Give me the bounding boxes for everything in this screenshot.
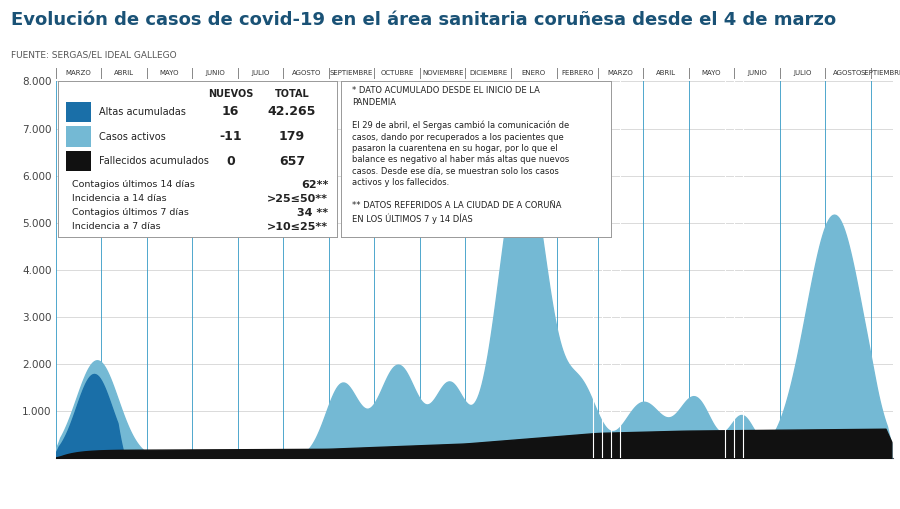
Text: -11: -11	[220, 130, 242, 143]
Text: ENERO: ENERO	[522, 70, 545, 76]
Text: JUNIO: JUNIO	[747, 70, 767, 76]
Text: NOVIEMBRE: NOVIEMBRE	[422, 70, 464, 76]
Text: 16: 16	[222, 105, 239, 118]
Text: ABRIL: ABRIL	[656, 70, 676, 76]
Text: 34 **: 34 **	[297, 208, 328, 218]
Text: SEPTIEMBRE: SEPTIEMBRE	[860, 70, 900, 76]
Bar	[66, 126, 91, 147]
Text: MARZO: MARZO	[608, 70, 634, 76]
Text: 62**: 62**	[301, 180, 328, 190]
Text: AGOSTO: AGOSTO	[292, 70, 321, 76]
Text: FEBRERO: FEBRERO	[561, 70, 593, 76]
Text: 0: 0	[226, 155, 235, 168]
Text: Evolución de casos de covid-19 en el área sanitaria coruñesa desde el 4 de marzo: Evolución de casos de covid-19 en el áre…	[11, 11, 836, 29]
Text: Fallecidos acumulados: Fallecidos acumulados	[99, 156, 210, 166]
Text: TOTAL: TOTAL	[274, 89, 310, 99]
Text: NUEVOS: NUEVOS	[208, 89, 253, 99]
Text: * DATO ACUMULADO DESDE EL INICIO DE LA
PANDEMIA

El 29 de abril, el Sergas cambi: * DATO ACUMULADO DESDE EL INICIO DE LA P…	[352, 86, 569, 224]
Text: Casos activos: Casos activos	[99, 131, 166, 142]
Text: >10≤25**: >10≤25**	[267, 221, 328, 232]
Text: Incidencia a 7 días: Incidencia a 7 días	[72, 222, 160, 231]
Text: DICIEMBRE: DICIEMBRE	[469, 70, 508, 76]
Bar	[66, 151, 91, 172]
Text: MARZO: MARZO	[66, 70, 92, 76]
Text: Altas acumuladas: Altas acumuladas	[99, 107, 186, 117]
Text: MAYO: MAYO	[702, 70, 721, 76]
Text: 179: 179	[279, 130, 305, 143]
Text: FUENTE: SERGAS/EL IDEAL GALLEGO: FUENTE: SERGAS/EL IDEAL GALLEGO	[11, 51, 176, 60]
Text: OCTUBRE: OCTUBRE	[381, 70, 414, 76]
Text: 657: 657	[279, 155, 305, 168]
Text: 42.265: 42.265	[268, 105, 316, 118]
Text: JUNIO: JUNIO	[205, 70, 225, 76]
Text: JULIO: JULIO	[793, 70, 812, 76]
Text: JULIO: JULIO	[251, 70, 270, 76]
Text: Contagios últimos 14 días: Contagios últimos 14 días	[72, 180, 194, 189]
Text: Incidencia a 14 días: Incidencia a 14 días	[72, 194, 166, 203]
Text: MAYO: MAYO	[160, 70, 179, 76]
Text: Contagios últimos 7 días: Contagios últimos 7 días	[72, 208, 188, 217]
Text: AGOSTO: AGOSTO	[833, 70, 863, 76]
Text: >25≤50**: >25≤50**	[267, 193, 328, 204]
Text: ABRIL: ABRIL	[114, 70, 134, 76]
Text: SEPTIEMBRE: SEPTIEMBRE	[330, 70, 374, 76]
Bar	[66, 102, 91, 122]
